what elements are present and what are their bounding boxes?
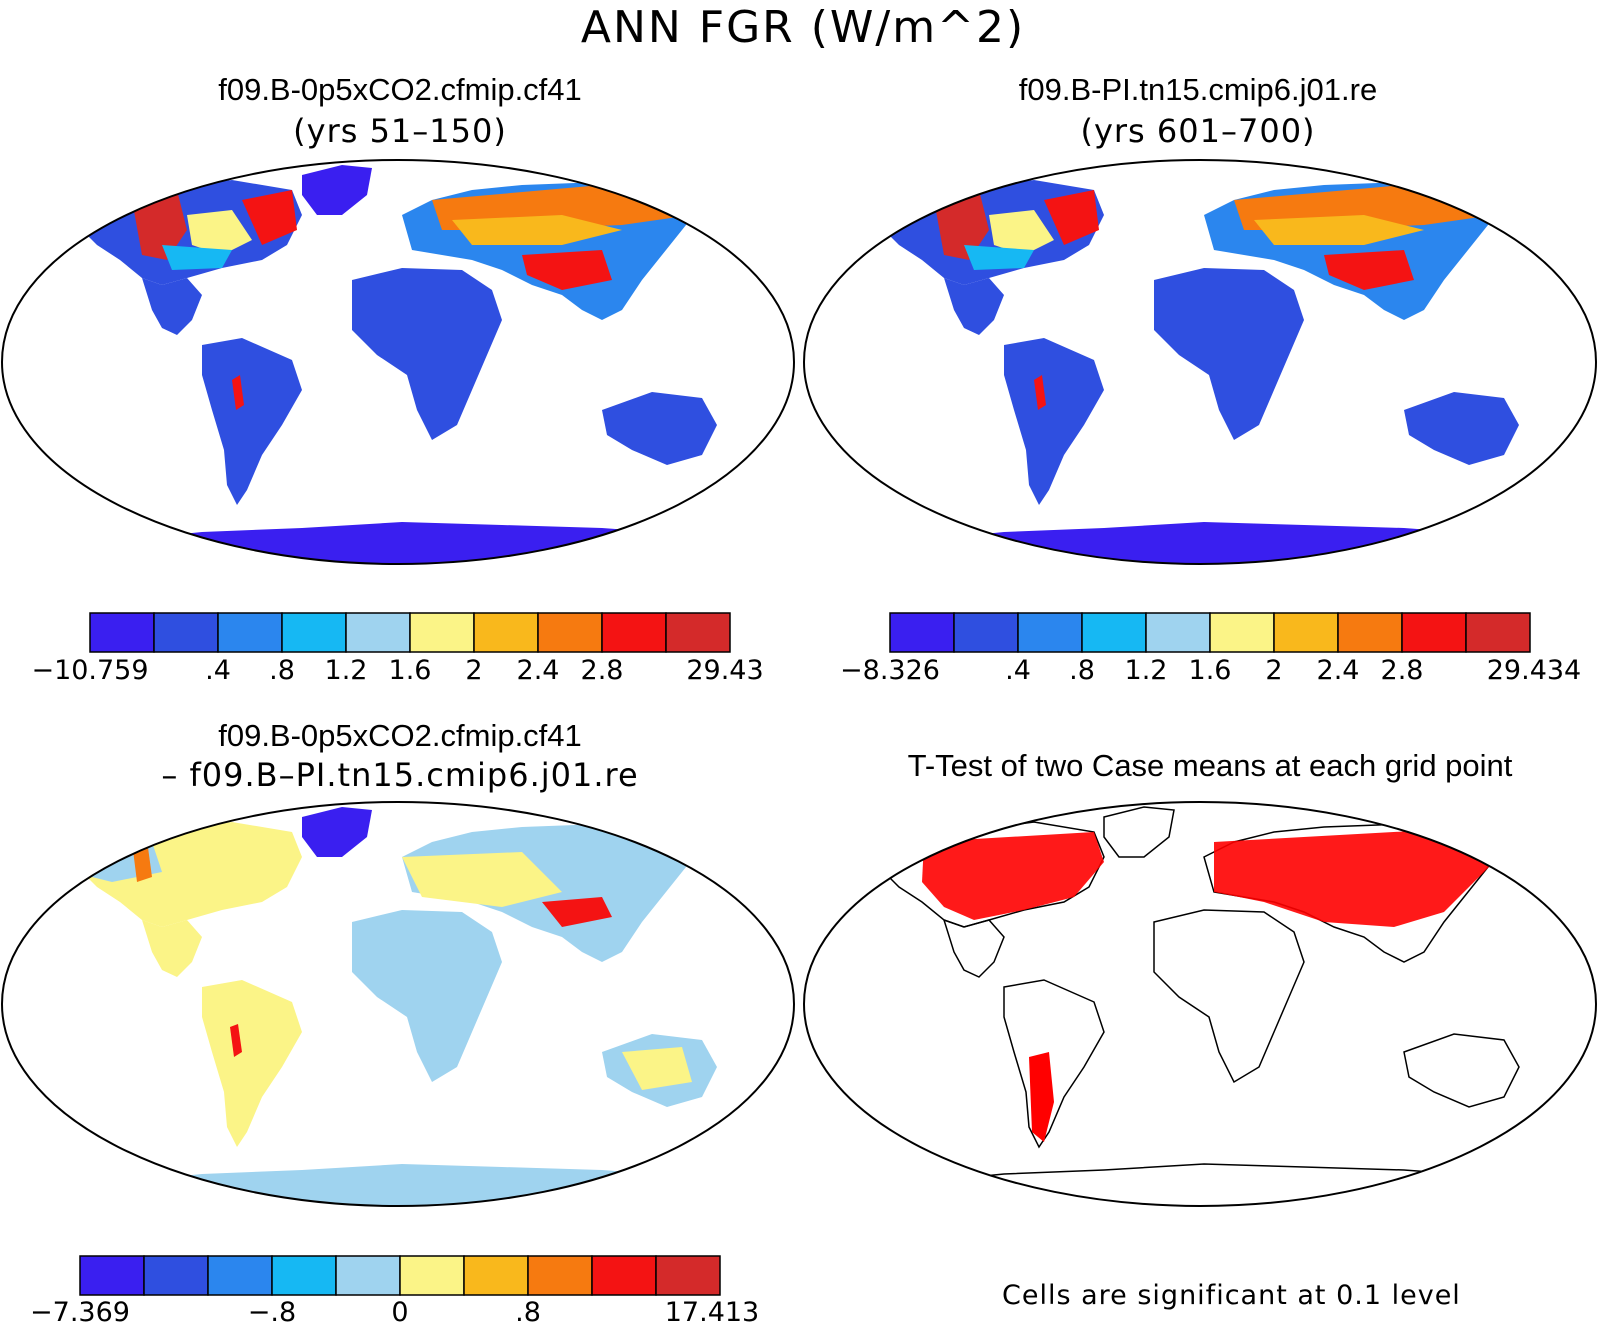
colorbar-1-swatch	[473, 612, 539, 653]
colorbar-3-swatch	[79, 1255, 145, 1296]
colorbar-3-swatch	[207, 1255, 273, 1296]
colorbar-3-label: 17.413	[664, 1297, 760, 1328]
colorbar-2-swatch	[1273, 612, 1339, 653]
colorbar-3-swatch	[335, 1255, 401, 1296]
colorbar-2-swatch	[1145, 612, 1211, 653]
colorbar-3-swatch	[399, 1255, 465, 1296]
colorbar-3-swatch	[271, 1255, 337, 1296]
colorbar-2-swatch	[1465, 612, 1531, 653]
colorbar-3-label: −7.369	[30, 1297, 130, 1328]
colorbar-2-label: 1.2	[1124, 655, 1168, 686]
figure-title: ANN FGR (W/m^2)	[580, 2, 1026, 53]
colorbar-1-swatch	[409, 612, 475, 653]
panel1-map	[1, 159, 795, 565]
colorbar-2-label: 29.434	[1486, 655, 1582, 686]
colorbar-2-swatch	[1081, 612, 1147, 653]
colorbar-1-label: 29.43	[686, 655, 764, 686]
colorbar-2-label: 2	[1265, 655, 1283, 686]
colorbar-2-label: 1.6	[1188, 655, 1232, 686]
colorbar-1-label: 2	[465, 655, 483, 686]
panel2-map	[803, 159, 1597, 565]
colorbar-1-label: .4	[205, 655, 231, 686]
colorbar-2-label: .4	[1005, 655, 1031, 686]
colorbar-1-swatch	[537, 612, 603, 653]
significance-note: Cells are significant at 0.1 level	[1002, 1280, 1461, 1311]
colorbar-2-label: 2.4	[1316, 655, 1360, 686]
colorbar-2-label: −8.326	[840, 655, 940, 686]
colorbar-1-swatch	[601, 612, 667, 653]
panel4-map	[803, 801, 1597, 1207]
colorbar-3-label: −.8	[247, 1297, 297, 1328]
panel2-title: f09.B-PI.tn15.cmip6.j01.re	[1018, 72, 1378, 107]
colorbar-2-swatch	[889, 612, 955, 653]
colorbar-1-swatch	[281, 612, 347, 653]
colorbar-2-swatch	[1401, 612, 1467, 653]
colorbar-1-label: 2.8	[580, 655, 624, 686]
colorbar-3-swatch	[591, 1255, 657, 1296]
panel3-map	[1, 801, 795, 1207]
panel1-title: f09.B-0p5xCO2.cfmip.cf41	[218, 72, 582, 107]
colorbar-1-swatch	[89, 612, 155, 653]
panel4-title: T-Test of two Case means at each grid po…	[907, 748, 1513, 783]
colorbar-3-swatch	[143, 1255, 209, 1296]
colorbar-2-swatch	[1209, 612, 1275, 653]
colorbar-3	[79, 1255, 721, 1296]
colorbar-2-swatch	[1337, 612, 1403, 653]
colorbar-3-swatch	[527, 1255, 593, 1296]
colorbar-3-swatch	[655, 1255, 721, 1296]
colorbar-1-label: 1.2	[324, 655, 368, 686]
colorbar-3-label: 0	[391, 1297, 409, 1328]
colorbar-1-label: 1.6	[388, 655, 432, 686]
colorbar-2-label: .8	[1069, 655, 1095, 686]
panel1-subtitle: (yrs 51–150)	[293, 112, 507, 150]
panel2-subtitle: (yrs 601–700)	[1080, 112, 1316, 150]
panel3-title: f09.B-0p5xCO2.cfmip.cf41	[218, 718, 582, 753]
colorbar-3-label: .8	[515, 1297, 541, 1328]
colorbar-1-swatch	[217, 612, 283, 653]
colorbar-2-label: 2.8	[1380, 655, 1424, 686]
panel3-subtitle: – f09.B–PI.tn15.cmip6.j01.re	[161, 756, 639, 794]
colorbar-2-swatch	[953, 612, 1019, 653]
colorbar-1-label: 2.4	[516, 655, 560, 686]
colorbar-1-label: .8	[269, 655, 295, 686]
colorbar-2-swatch	[1017, 612, 1083, 653]
colorbar-1	[89, 612, 731, 653]
colorbar-2	[889, 612, 1531, 653]
colorbar-1-swatch	[345, 612, 411, 653]
colorbar-3-swatch	[463, 1255, 529, 1296]
colorbar-1-swatch	[153, 612, 219, 653]
colorbar-1-label: −10.759	[31, 655, 149, 686]
colorbar-1-swatch	[665, 612, 731, 653]
